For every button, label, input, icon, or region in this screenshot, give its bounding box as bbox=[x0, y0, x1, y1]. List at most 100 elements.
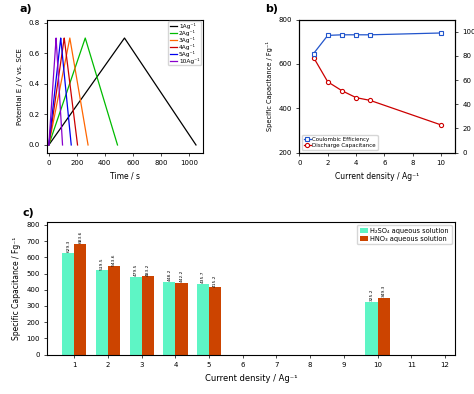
X-axis label: Current density / Ag⁻¹: Current density / Ag⁻¹ bbox=[205, 374, 298, 383]
Text: 543.6: 543.6 bbox=[112, 253, 116, 266]
X-axis label: Current density / Ag⁻¹: Current density / Ag⁻¹ bbox=[335, 172, 419, 181]
Y-axis label: Specific Capacitance / Fg⁻¹: Specific Capacitance / Fg⁻¹ bbox=[266, 41, 273, 131]
Discharge Capacitance bbox=[311, 55, 317, 60]
Discharge Capacitance bbox=[438, 123, 444, 127]
4Ag⁻¹ bbox=[46, 143, 52, 147]
Y-axis label: Potential E / V vs. SCE: Potential E / V vs. SCE bbox=[17, 48, 23, 125]
5Ag⁻¹ bbox=[52, 87, 58, 92]
Bar bbox=[129, 277, 142, 355]
Coulombic Efficiency bbox=[311, 51, 317, 56]
2Ag⁻¹ bbox=[59, 105, 64, 110]
Text: 479.5: 479.5 bbox=[134, 264, 137, 276]
Bar bbox=[74, 244, 86, 355]
1Ag⁻¹ bbox=[85, 87, 91, 92]
Line: 5Ag⁻¹: 5Ag⁻¹ bbox=[49, 38, 71, 145]
Legend: H₂SO₄ aqueous solution, HNO₃ aqueous solution: H₂SO₄ aqueous solution, HNO₃ aqueous sol… bbox=[357, 225, 452, 244]
Bar bbox=[365, 302, 378, 355]
Text: b): b) bbox=[265, 4, 278, 14]
2Ag⁻¹ bbox=[115, 143, 120, 147]
10Ag⁻¹ bbox=[53, 36, 59, 41]
4Ag⁻¹ bbox=[51, 105, 57, 110]
5Ag⁻¹ bbox=[68, 143, 74, 147]
Line: 10Ag⁻¹: 10Ag⁻¹ bbox=[49, 38, 63, 145]
Discharge Capacitance bbox=[325, 80, 330, 84]
3Ag⁻¹ bbox=[46, 143, 52, 147]
4Ag⁻¹ bbox=[64, 55, 70, 60]
2Ag⁻¹ bbox=[79, 46, 85, 50]
2Ag⁻¹ bbox=[65, 87, 71, 92]
Coulombic Efficiency bbox=[353, 32, 359, 37]
Bar bbox=[197, 284, 209, 355]
3Ag⁻¹ bbox=[54, 105, 59, 110]
2Ag⁻¹ bbox=[93, 72, 99, 76]
1Ag⁻¹ bbox=[135, 55, 140, 60]
10Ag⁻¹ bbox=[56, 90, 62, 95]
Line: 2Ag⁻¹: 2Ag⁻¹ bbox=[49, 38, 118, 145]
4Ag⁻¹ bbox=[68, 90, 74, 95]
5Ag⁻¹ bbox=[62, 72, 67, 76]
Line: 4Ag⁻¹: 4Ag⁻¹ bbox=[49, 38, 78, 145]
Text: 435.7: 435.7 bbox=[201, 271, 205, 283]
Discharge Capacitance bbox=[339, 88, 345, 93]
5Ag⁻¹ bbox=[60, 55, 65, 60]
4Ag⁻¹ bbox=[54, 87, 60, 92]
Text: 448.2: 448.2 bbox=[167, 269, 172, 281]
Line: Discharge Capacitance: Discharge Capacitance bbox=[311, 56, 443, 127]
1Ag⁻¹ bbox=[73, 105, 79, 110]
10Ag⁻¹ bbox=[50, 87, 55, 92]
4Ag⁻¹ bbox=[61, 36, 67, 41]
Discharge Capacitance bbox=[367, 98, 373, 103]
Line: Coulombic Efficiency: Coulombic Efficiency bbox=[311, 31, 443, 56]
3Ag⁻¹ bbox=[57, 87, 63, 92]
10Ag⁻¹ bbox=[60, 143, 65, 147]
1Ag⁻¹ bbox=[46, 143, 52, 147]
Text: 519.5: 519.5 bbox=[100, 257, 104, 270]
Text: 683.6: 683.6 bbox=[78, 231, 82, 243]
Legend: Coulombic Efficiency, Discharge Capacitance: Coulombic Efficiency, Discharge Capacita… bbox=[302, 136, 377, 150]
Coulombic Efficiency bbox=[325, 33, 330, 38]
Coulombic Efficiency bbox=[438, 31, 444, 35]
X-axis label: Time / s: Time / s bbox=[110, 172, 140, 181]
1Ag⁻¹ bbox=[158, 90, 164, 95]
Bar bbox=[175, 283, 188, 355]
Coulombic Efficiency bbox=[339, 32, 345, 37]
1Ag⁻¹ bbox=[193, 143, 199, 147]
Text: 349.3: 349.3 bbox=[382, 285, 386, 297]
Text: c): c) bbox=[23, 208, 35, 218]
5Ag⁻¹ bbox=[50, 105, 56, 110]
2Ag⁻¹ bbox=[46, 143, 52, 147]
3Ag⁻¹ bbox=[73, 72, 79, 76]
3Ag⁻¹ bbox=[70, 55, 76, 60]
3Ag⁻¹ bbox=[76, 90, 82, 95]
1Ag⁻¹ bbox=[122, 36, 128, 41]
Line: 3Ag⁻¹: 3Ag⁻¹ bbox=[49, 38, 88, 145]
Text: 415.2: 415.2 bbox=[213, 274, 217, 287]
Bar bbox=[163, 282, 175, 355]
Discharge Capacitance bbox=[353, 95, 359, 100]
Bar bbox=[142, 276, 154, 355]
10Ag⁻¹ bbox=[53, 46, 58, 50]
2Ag⁻¹ bbox=[99, 90, 104, 95]
Text: a): a) bbox=[19, 4, 32, 14]
2Ag⁻¹ bbox=[82, 36, 88, 41]
Text: 629.3: 629.3 bbox=[66, 240, 70, 252]
3Ag⁻¹ bbox=[85, 143, 91, 147]
10Ag⁻¹ bbox=[55, 55, 60, 60]
Bar bbox=[378, 298, 390, 355]
5Ag⁻¹ bbox=[58, 36, 64, 41]
3Ag⁻¹ bbox=[65, 46, 71, 50]
1Ag⁻¹ bbox=[146, 72, 152, 76]
3Ag⁻¹ bbox=[67, 36, 73, 41]
Text: 325.2: 325.2 bbox=[370, 289, 374, 301]
Text: 483.2: 483.2 bbox=[146, 263, 150, 276]
5Ag⁻¹ bbox=[46, 143, 52, 147]
Bar bbox=[62, 253, 74, 355]
Bar bbox=[96, 270, 108, 355]
4Ag⁻¹ bbox=[60, 46, 65, 50]
4Ag⁻¹ bbox=[66, 72, 72, 76]
Y-axis label: Specific Capacitance / Fg⁻¹: Specific Capacitance / Fg⁻¹ bbox=[12, 236, 21, 340]
Text: 442.2: 442.2 bbox=[180, 270, 183, 282]
Line: 1Ag⁻¹: 1Ag⁻¹ bbox=[49, 38, 196, 145]
10Ag⁻¹ bbox=[55, 72, 61, 76]
Bar bbox=[108, 266, 120, 355]
